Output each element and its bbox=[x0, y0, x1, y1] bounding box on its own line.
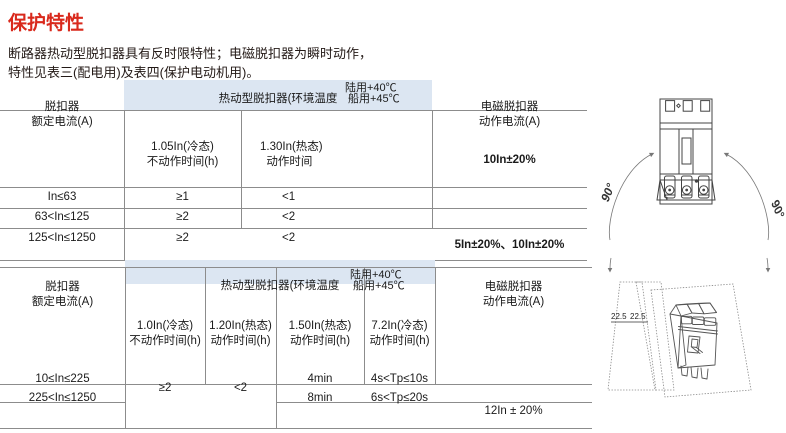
svg-text:22.5: 22.5 bbox=[630, 312, 646, 321]
svg-text:90°: 90° bbox=[599, 180, 618, 204]
svg-text:90°: 90° bbox=[768, 197, 786, 221]
svg-text:22.5: 22.5 bbox=[611, 312, 627, 321]
